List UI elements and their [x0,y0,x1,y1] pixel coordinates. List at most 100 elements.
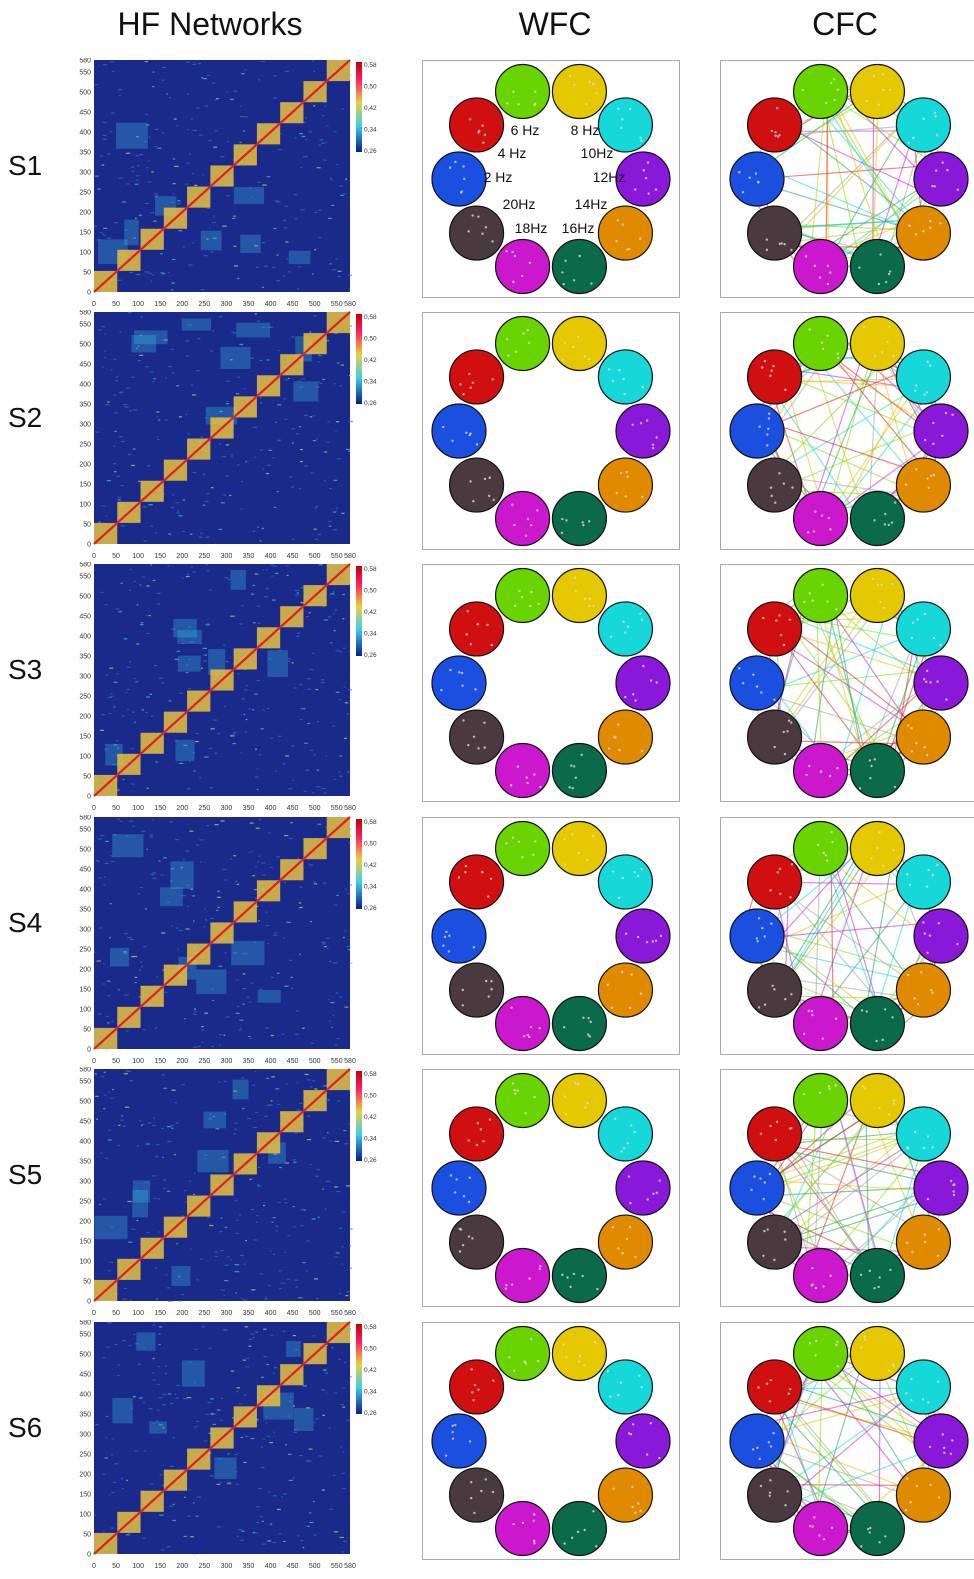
matrix-cell [317,533,322,536]
colorbar [356,1324,362,1414]
diagonal-line [279,353,305,377]
matrix-cell [249,1037,252,1039]
matrix-cell [236,464,240,466]
electrode-dot [956,188,960,191]
matrix-cell [245,718,248,721]
matrix-cell [341,1211,346,1213]
matrix-cell [174,740,178,742]
matrix-cell [129,271,133,274]
matrix-block [132,1180,151,1203]
x-tick-label: 580 [344,301,356,308]
matrix-cell [202,504,206,506]
cross-frequency-link [781,1381,934,1434]
matrix-cell [124,1106,130,1108]
matrix-cell [344,702,349,704]
electrode-dot [533,1513,536,1516]
matrix-cell [138,153,143,156]
electrode-dot [511,1082,515,1085]
y-tick-label: 450 [79,1119,91,1126]
cross-frequency-link [780,613,910,639]
x-tick-label: 250 [199,301,211,308]
cross-frequency-link [758,1192,909,1250]
matrix-cell [264,1027,269,1029]
matrix-cell [224,577,229,579]
matrix-cell [124,406,129,408]
matrix-cell [267,1491,271,1493]
electrode-dot [811,1013,814,1017]
matrix-cell [284,1444,288,1446]
electrode-dot [611,1226,615,1229]
matrix-cell [131,711,135,713]
electrode-dot [760,691,763,694]
x-tick-label: 250 [199,553,211,560]
electrode-dot [537,602,540,606]
matrix-cell [135,155,140,157]
cross-frequency-link [872,102,879,261]
matrix-cell [331,725,336,727]
matrix-cell [201,1025,204,1028]
matrix-cell [214,130,219,132]
matrix-cell [266,1435,271,1437]
matrix-cell [270,1100,273,1102]
electrode-dot [769,1479,772,1482]
electrode-dot [778,614,781,617]
matrix-cell [221,456,227,458]
matrix-cell [245,685,248,687]
electrode-dot [483,133,487,137]
matrix-cell [111,1438,115,1440]
matrix-cell [149,836,154,838]
y-tick-label: 300 [79,1432,91,1439]
matrix-cell [255,266,260,268]
matrix-cell [294,589,299,592]
electrode-dot [883,1008,887,1011]
electrode-dot [878,1541,881,1544]
frequency-node [849,995,906,1052]
electrode-dot [822,851,826,855]
matrix-cell [309,1521,314,1524]
matrix-cell [310,1042,314,1045]
matrix-cell [204,908,206,910]
frequency-node [448,709,505,765]
matrix-cell [212,82,216,84]
colorbar-tick: 0,26 [364,652,377,659]
electrode-dot [765,248,769,252]
matrix-cell [290,428,296,430]
matrix-cell [223,1034,226,1036]
y-tick-label: 250 [79,1199,91,1206]
matrix-cell [293,1161,297,1163]
matrix-cell [232,742,237,745]
matrix-cell [138,1397,143,1399]
matrix-cell [186,162,190,164]
matrix-cell [171,628,176,630]
frequency-node [551,1325,608,1382]
matrix-cell [106,674,109,676]
x-tick-label: 550 [331,1058,343,1065]
matrix-cell [257,1166,261,1169]
frequency-node [729,403,785,459]
matrix-cell [183,1398,188,1400]
electrode-dot [570,764,573,767]
matrix-cell [203,78,208,80]
electrode-dot [922,678,926,681]
matrix-cell [156,415,159,418]
matrix-cell [109,667,114,669]
electrode-dot [613,735,616,738]
electrode-dot [453,1191,457,1194]
matrix-cell [267,326,271,329]
cross-frequency-link [780,853,888,990]
electrode-dot [611,379,615,383]
colorbar [356,566,362,656]
electrode-dot [517,840,521,843]
frequency-node [913,1413,969,1469]
matrix-cell [335,1252,340,1254]
electrode-dot [755,685,759,688]
matrix-cell [155,195,158,197]
matrix-cell [189,1248,192,1250]
electrode-dot [628,1006,632,1010]
electrode-dot [631,1485,634,1489]
matrix-cell [246,996,250,998]
electrode-dot [445,930,448,934]
matrix-cell [300,586,304,589]
matrix-block [233,187,265,205]
electrode-dot [475,443,479,446]
